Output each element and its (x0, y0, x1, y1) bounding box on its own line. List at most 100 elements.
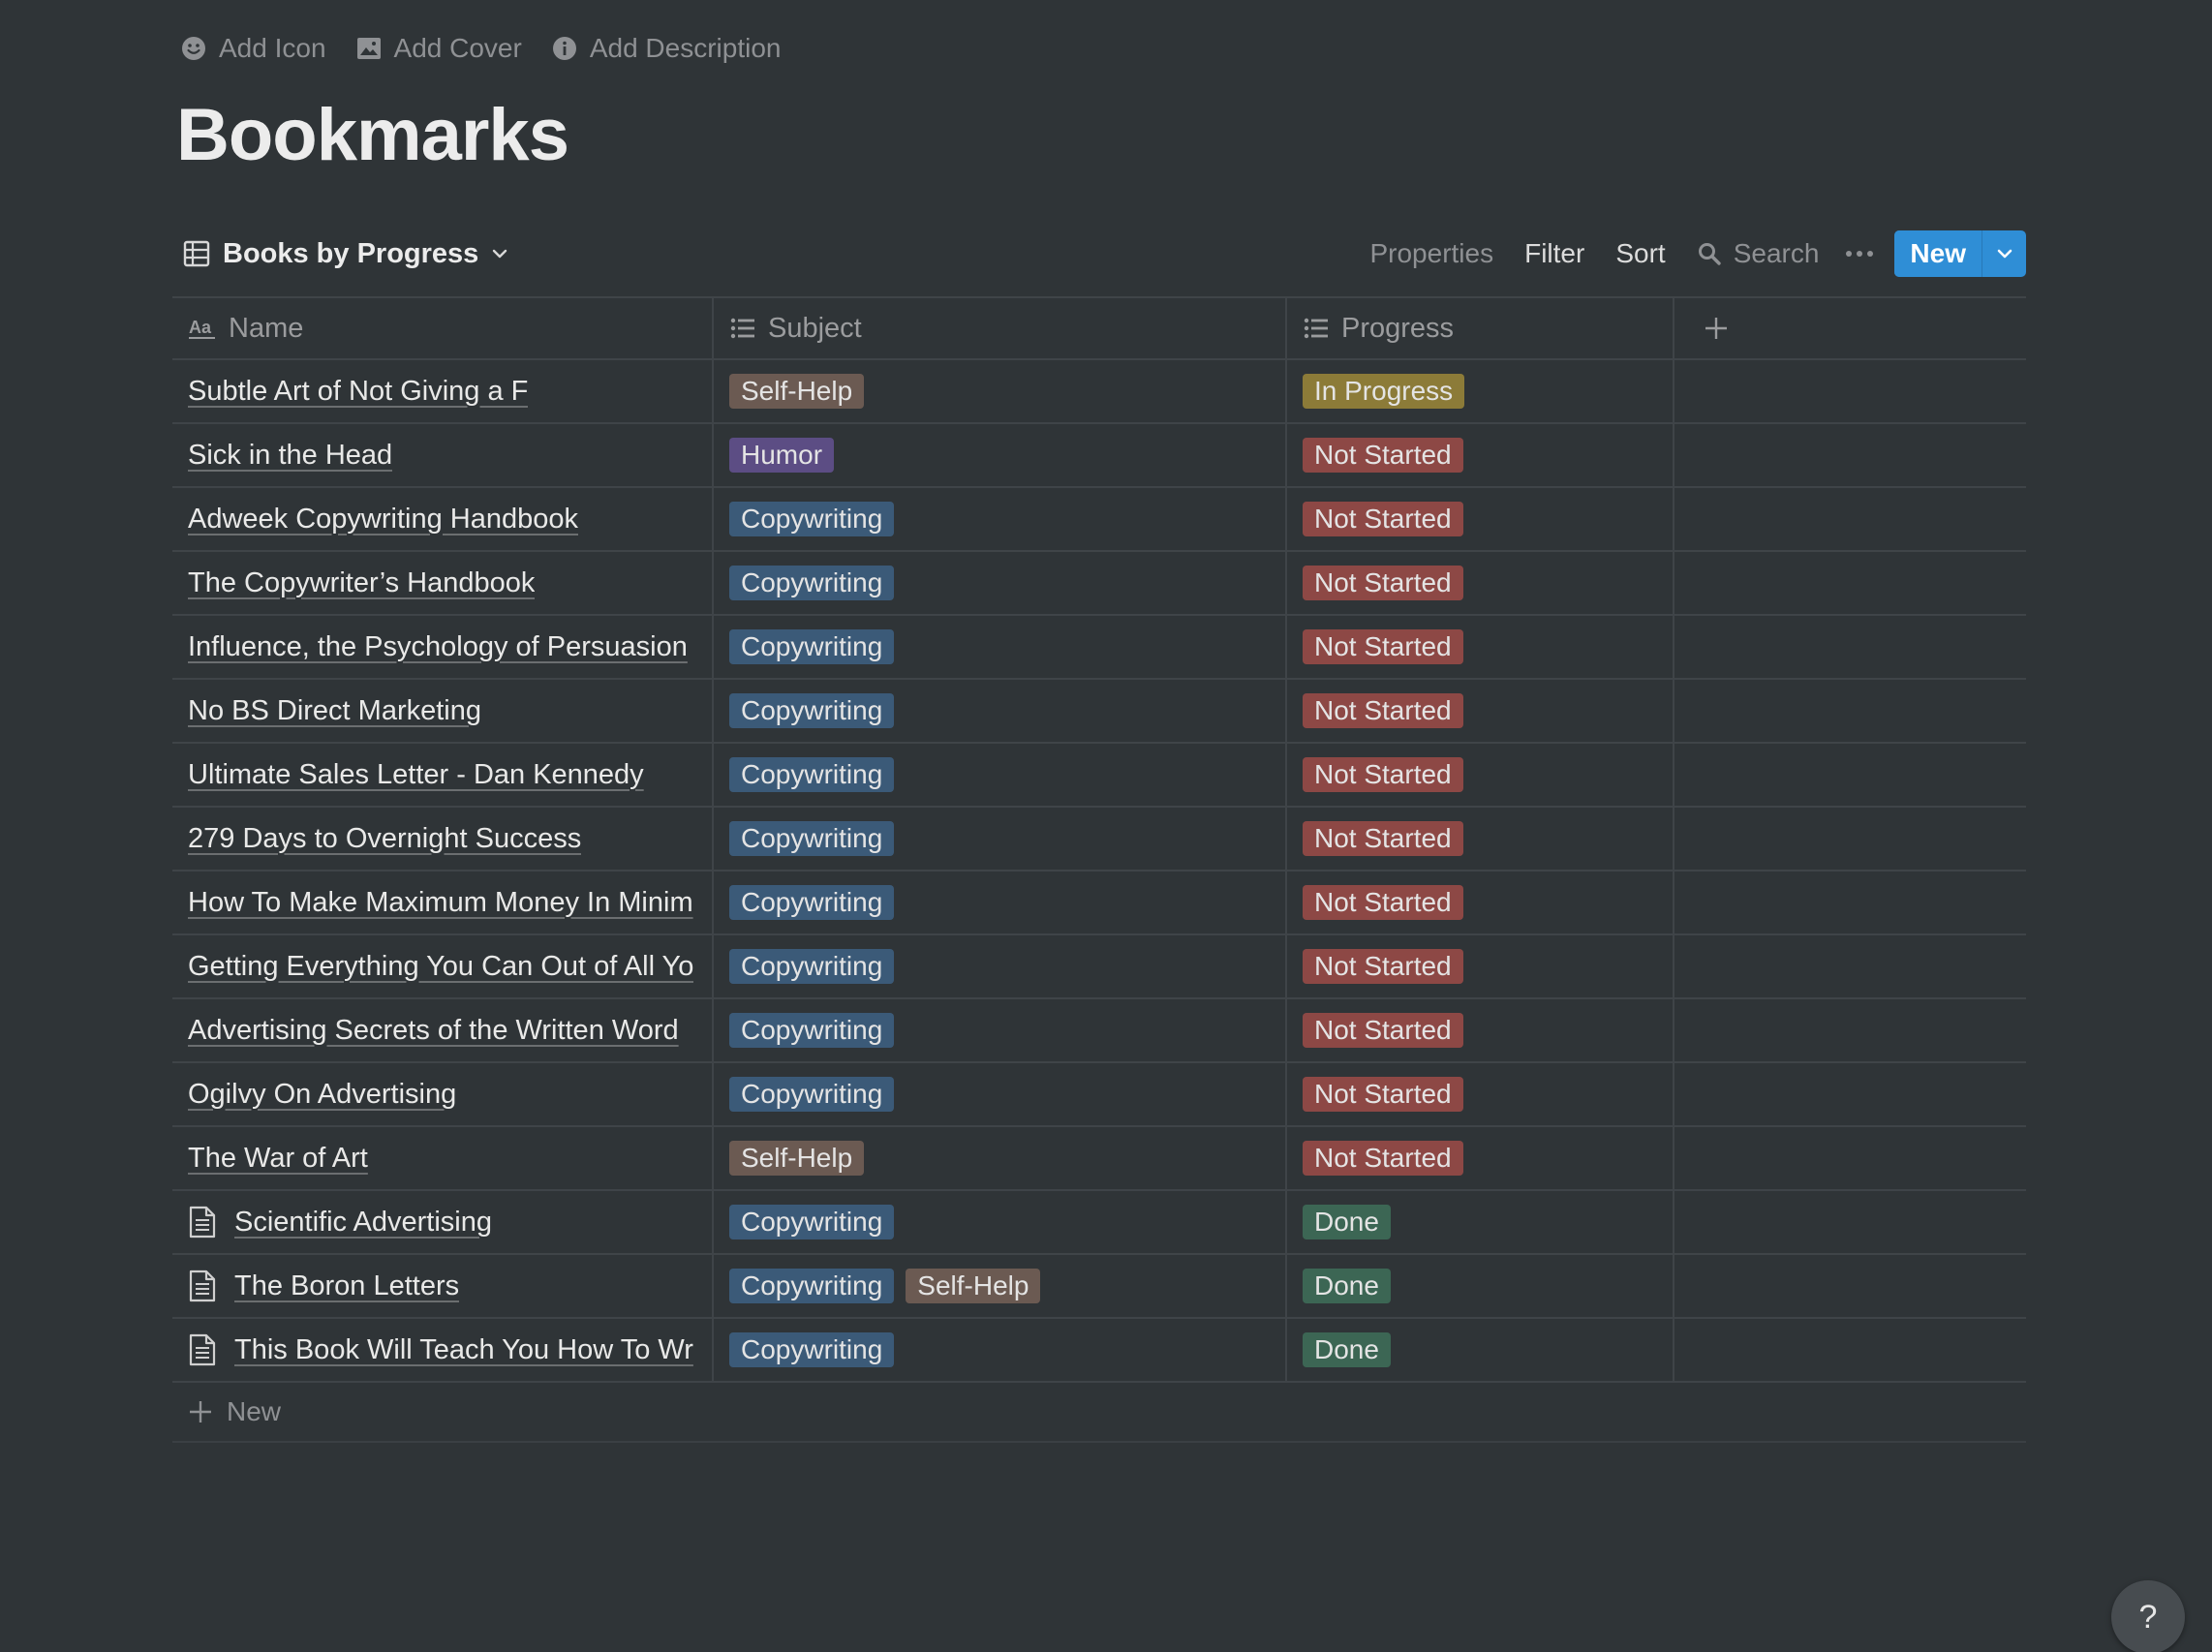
subject-cell[interactable]: Copywriting (714, 680, 1287, 742)
name-cell[interactable]: 279 Days to Overnight Success (172, 808, 714, 870)
view-selector[interactable]: Books by Progress (172, 238, 509, 270)
subject-cell[interactable]: Self-Help (714, 360, 1287, 422)
new-button[interactable]: New (1894, 230, 1982, 277)
help-button[interactable]: ? (2111, 1580, 2185, 1652)
add-property-button[interactable] (1674, 298, 2026, 358)
row-title-link[interactable]: Influence, the Psychology of Persuasion (188, 630, 688, 662)
progress-cell[interactable]: Not Started (1287, 424, 1674, 486)
progress-cell[interactable]: Not Started (1287, 808, 1674, 870)
name-cell[interactable]: Advertising Secrets of the Written Word (172, 999, 714, 1061)
subject-cell[interactable]: Self-Help (714, 1127, 1287, 1189)
progress-cell[interactable]: Not Started (1287, 616, 1674, 678)
table-row[interactable]: 279 Days to Overnight Success Copywriting… (172, 808, 2026, 872)
column-progress-label: Progress (1341, 312, 1455, 344)
properties-button[interactable]: Properties (1369, 238, 1494, 268)
name-cell[interactable]: Ultimate Sales Letter - Dan Kennedy (172, 744, 714, 806)
row-title-link[interactable]: This Book Will Teach You How To Wr (234, 1333, 693, 1365)
row-title-link[interactable]: The Boron Letters (234, 1270, 460, 1301)
row-title-link[interactable]: Subtle Art of Not Giving a F (188, 375, 529, 407)
subject-cell[interactable]: Humor (714, 424, 1287, 486)
name-cell[interactable]: How To Make Maximum Money In Minim (172, 872, 714, 933)
progress-cell[interactable]: Not Started (1287, 999, 1674, 1061)
name-cell[interactable]: The Boron Letters (172, 1255, 714, 1317)
row-title-link[interactable]: Advertising Secrets of the Written Word (188, 1014, 679, 1046)
table-row[interactable]: The War of Art Self-Help Not Started (172, 1127, 2026, 1191)
table-row[interactable]: Scientific Advertising Copywriting Done (172, 1191, 2026, 1255)
row-title-link[interactable]: Sick in the Head (188, 439, 393, 471)
page-title[interactable]: Bookmarks (176, 94, 569, 176)
column-header-subject[interactable]: Subject (714, 298, 1287, 358)
subject-cell[interactable]: Copywriting (714, 872, 1287, 933)
subject-cell[interactable]: Copywriting (714, 488, 1287, 550)
table-row[interactable]: How To Make Maximum Money In Minim Copywr… (172, 872, 2026, 935)
table-row[interactable]: Adweek Copywriting Handbook Copywriting No… (172, 488, 2026, 552)
progress-cell[interactable]: Not Started (1287, 872, 1674, 933)
subject-cell[interactable]: Copywriting (714, 935, 1287, 997)
new-dropdown-button[interactable] (1982, 230, 2026, 277)
table-row[interactable]: This Book Will Teach You How To Wr Copywr… (172, 1319, 2026, 1383)
progress-cell[interactable]: Not Started (1287, 935, 1674, 997)
progress-cell[interactable]: Done (1287, 1319, 1674, 1381)
row-title-link[interactable]: The War of Art (188, 1142, 368, 1174)
name-cell[interactable]: Sick in the Head (172, 424, 714, 486)
row-title-link[interactable]: Adweek Copywriting Handbook (188, 503, 578, 535)
table-row[interactable]: The Boron Letters Copywriting Self-Help Don… (172, 1255, 2026, 1319)
name-cell[interactable]: Adweek Copywriting Handbook (172, 488, 714, 550)
progress-cell[interactable]: Not Started (1287, 1063, 1674, 1125)
table-row[interactable]: Ultimate Sales Letter - Dan Kennedy Copyw… (172, 744, 2026, 808)
subject-cell[interactable]: Copywriting Self-Help (714, 1255, 1287, 1317)
add-icon-button[interactable]: Add Icon (180, 33, 326, 64)
table-row[interactable]: No BS Direct Marketing Copywriting Not Sta… (172, 680, 2026, 744)
table-row[interactable]: Influence, the Psychology of Persuasion C… (172, 616, 2026, 680)
column-header-name[interactable]: Aa Name (172, 298, 714, 358)
row-title-link[interactable]: 279 Days to Overnight Success (188, 822, 582, 854)
name-cell[interactable]: No BS Direct Marketing (172, 680, 714, 742)
row-title-link[interactable]: Ogilvy On Advertising (188, 1078, 457, 1110)
progress-cell[interactable]: Not Started (1287, 552, 1674, 614)
name-cell[interactable]: The War of Art (172, 1127, 714, 1189)
row-title-link[interactable]: Getting Everything You Can Out of All Yo (188, 950, 694, 982)
progress-cell[interactable]: Not Started (1287, 488, 1674, 550)
table-row[interactable]: Sick in the Head Humor Not Started (172, 424, 2026, 488)
table-row[interactable]: The Copywriter’s Handbook Copywriting Not … (172, 552, 2026, 616)
subject-cell[interactable]: Copywriting (714, 1063, 1287, 1125)
subject-cell[interactable]: Copywriting (714, 1191, 1287, 1253)
table-row[interactable]: Subtle Art of Not Giving a F Self-Help In … (172, 360, 2026, 424)
name-cell[interactable]: Subtle Art of Not Giving a F (172, 360, 714, 422)
more-options-icon[interactable] (1834, 230, 1894, 277)
progress-cell[interactable]: Done (1287, 1191, 1674, 1253)
search-button[interactable]: Search (1681, 238, 1835, 269)
table-row[interactable]: Getting Everything You Can Out of All Yo… (172, 935, 2026, 999)
name-cell[interactable]: This Book Will Teach You How To Wr (172, 1319, 714, 1381)
sort-button[interactable]: Sort (1615, 238, 1666, 268)
subject-cell[interactable]: Copywriting (714, 744, 1287, 806)
column-header-progress[interactable]: Progress (1287, 298, 1674, 358)
row-title-link[interactable]: Scientific Advertising (234, 1206, 492, 1238)
subject-cell[interactable]: Copywriting (714, 616, 1287, 678)
row-title-link[interactable]: No BS Direct Marketing (188, 694, 481, 726)
name-cell[interactable]: The Copywriter’s Handbook (172, 552, 714, 614)
name-cell[interactable]: Influence, the Psychology of Persuasion (172, 616, 714, 678)
table-row[interactable]: Ogilvy On Advertising Copywriting Not Star… (172, 1063, 2026, 1127)
table-row[interactable]: Advertising Secrets of the Written Word C… (172, 999, 2026, 1063)
row-title-link[interactable]: The Copywriter’s Handbook (188, 566, 536, 598)
document-icon (189, 1333, 216, 1366)
row-title-link[interactable]: Ultimate Sales Letter - Dan Kennedy (188, 758, 644, 790)
add-new-row-button[interactable]: New (172, 1383, 2026, 1443)
name-cell[interactable]: Getting Everything You Can Out of All Yo (172, 935, 714, 997)
filter-button[interactable]: Filter (1524, 238, 1585, 268)
progress-cell[interactable]: Not Started (1287, 680, 1674, 742)
progress-cell[interactable]: Not Started (1287, 1127, 1674, 1189)
name-cell[interactable]: Scientific Advertising (172, 1191, 714, 1253)
name-cell[interactable]: Ogilvy On Advertising (172, 1063, 714, 1125)
progress-cell[interactable]: Not Started (1287, 744, 1674, 806)
add-cover-button[interactable]: Add Cover (355, 33, 522, 64)
row-title-link[interactable]: How To Make Maximum Money In Minim (188, 886, 693, 918)
progress-cell[interactable]: Done (1287, 1255, 1674, 1317)
subject-cell[interactable]: Copywriting (714, 552, 1287, 614)
subject-cell[interactable]: Copywriting (714, 999, 1287, 1061)
progress-cell[interactable]: In Progress (1287, 360, 1674, 422)
add-description-button[interactable]: Add Description (551, 33, 781, 64)
subject-cell[interactable]: Copywriting (714, 1319, 1287, 1381)
subject-cell[interactable]: Copywriting (714, 808, 1287, 870)
